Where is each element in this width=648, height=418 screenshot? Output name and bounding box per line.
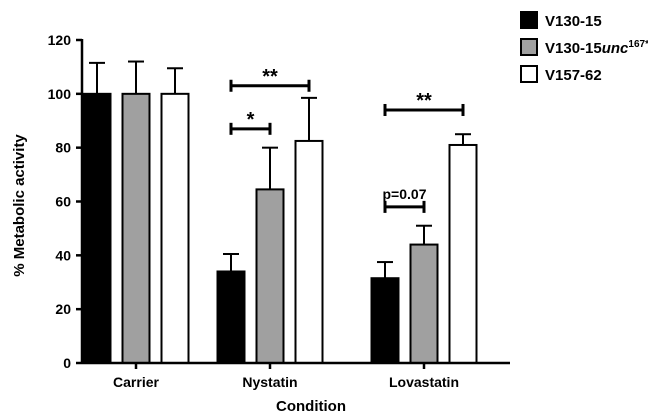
legend-swatch [520,11,538,29]
x-tick-label-carrier: Carrier [113,374,159,390]
y-tick-label: 80 [55,140,71,156]
y-tick-label: 20 [55,301,71,317]
legend: V130-15 V130-15unc167* V157-62 [520,11,648,84]
significance-label: ** [416,90,432,112]
legend-label: V130-15unc167* [545,39,648,57]
bar-v130-15-nystatin [216,270,246,365]
y-axis-title: % Metabolic activity [11,134,28,277]
legend-swatch [520,38,538,56]
bar-v130-15-unc-lovastatin [409,243,439,364]
legend-swatch [520,65,538,83]
bar-v157-62-carrier [160,92,190,364]
x-tick-label-nystatin: Nystatin [242,374,297,390]
bar-v130-15-unc-carrier [121,92,151,364]
bar-v130-15-lovastatin [370,277,400,364]
significance-label: p=0.07 [383,186,427,202]
y-tick-label: 120 [48,32,72,48]
x-tick-label-lovastatin: Lovastatin [389,374,459,390]
bar-v157-62-lovastatin [448,143,478,364]
bar-v130-15-carrier [82,92,112,364]
bar-v130-15-unc-nystatin [255,188,285,364]
y-tick-label: 40 [55,247,71,263]
bar-v157-62-nystatin [294,139,324,364]
significance-annotations: ***p=0.07** [229,66,465,213]
axes: 0 20 40 60 80 100 120 Carrier Nystatin Lovastatin [48,32,510,390]
y-tick-label: 0 [63,355,71,371]
y-tick-label: 100 [48,86,72,102]
significance-label: * [247,109,255,131]
x-axis-title: Condition [276,398,346,415]
y-tick-label: 60 [55,194,71,210]
legend-label: V157-62 [545,67,602,84]
bars [82,60,478,365]
significance-label: ** [262,66,278,88]
legend-label: V130-15 [545,13,602,30]
